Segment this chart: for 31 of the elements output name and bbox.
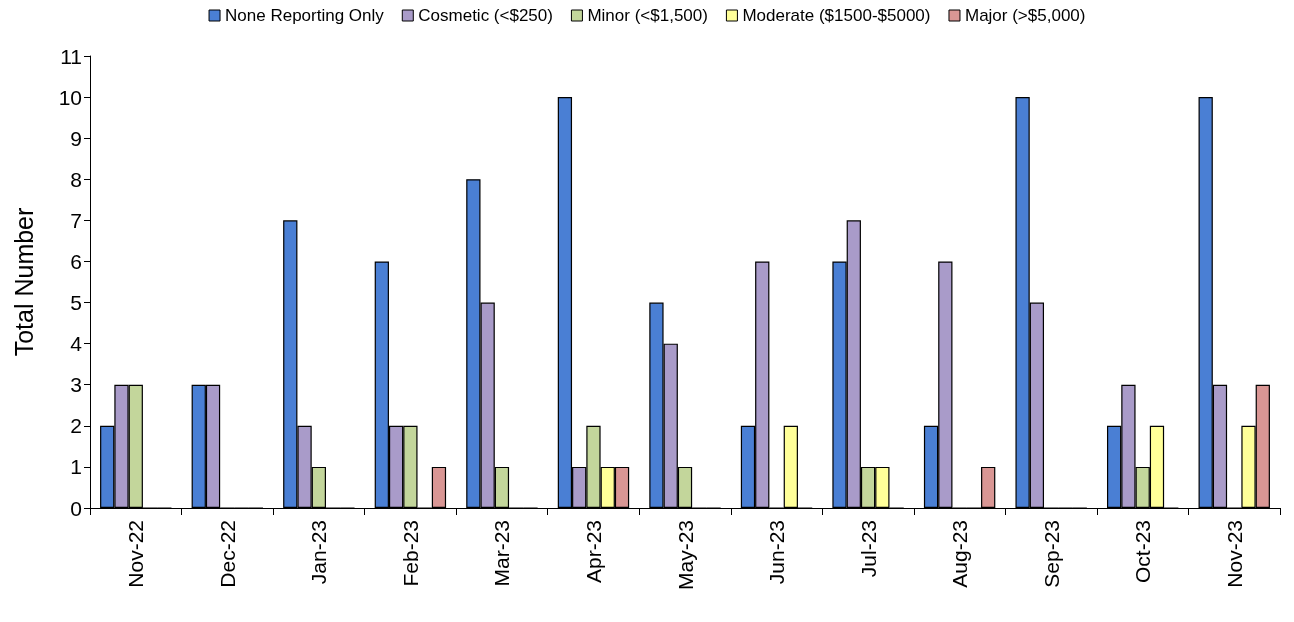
x-tick-label: Jul-23 — [856, 520, 880, 578]
x-tick-label: Nov-23 — [1222, 520, 1246, 588]
legend-label: Minor (<$1,500) — [587, 6, 708, 25]
x-tick-label: Jun-23 — [765, 520, 789, 585]
y-axis-title: Total Number — [9, 207, 38, 357]
y-tick-label: 10 — [58, 85, 82, 109]
x-tick-label: Mar-23 — [490, 520, 514, 587]
legend-label: None Reporting Only — [225, 6, 385, 25]
y-tick-label: 8 — [70, 167, 82, 191]
y-tick-label: 2 — [70, 414, 82, 438]
x-tick-label: Nov-22 — [124, 520, 148, 588]
y-tick-label: 11 — [60, 44, 82, 68]
y-tick-label: 3 — [70, 373, 82, 397]
y-tick-label: 0 — [70, 496, 82, 520]
x-tick-label: Feb-23 — [398, 520, 422, 587]
y-tick-label: 4 — [70, 332, 83, 356]
y-tick-label: 9 — [70, 126, 82, 150]
y-tick-label: 6 — [70, 249, 82, 273]
x-tick-label: Oct-23 — [1131, 520, 1155, 584]
y-tick-label: 7 — [70, 208, 82, 232]
x-tick-label: Dec-22 — [215, 520, 239, 588]
x-tick-label: Aug-23 — [948, 520, 972, 588]
y-tick-label: 5 — [70, 291, 82, 315]
x-tick-label: Jan-23 — [307, 520, 331, 585]
legend-label: Moderate ($1500-$5000) — [742, 6, 931, 25]
x-tick-label: Sep-23 — [1039, 520, 1063, 588]
legend-label: Cosmetic (<$250) — [418, 6, 553, 25]
x-tick-label: May-23 — [673, 520, 697, 591]
legend-label: Major (>$5,000) — [964, 6, 1086, 25]
y-tick-label: 1 — [70, 455, 82, 479]
x-tick-label: Apr-23 — [581, 520, 605, 584]
